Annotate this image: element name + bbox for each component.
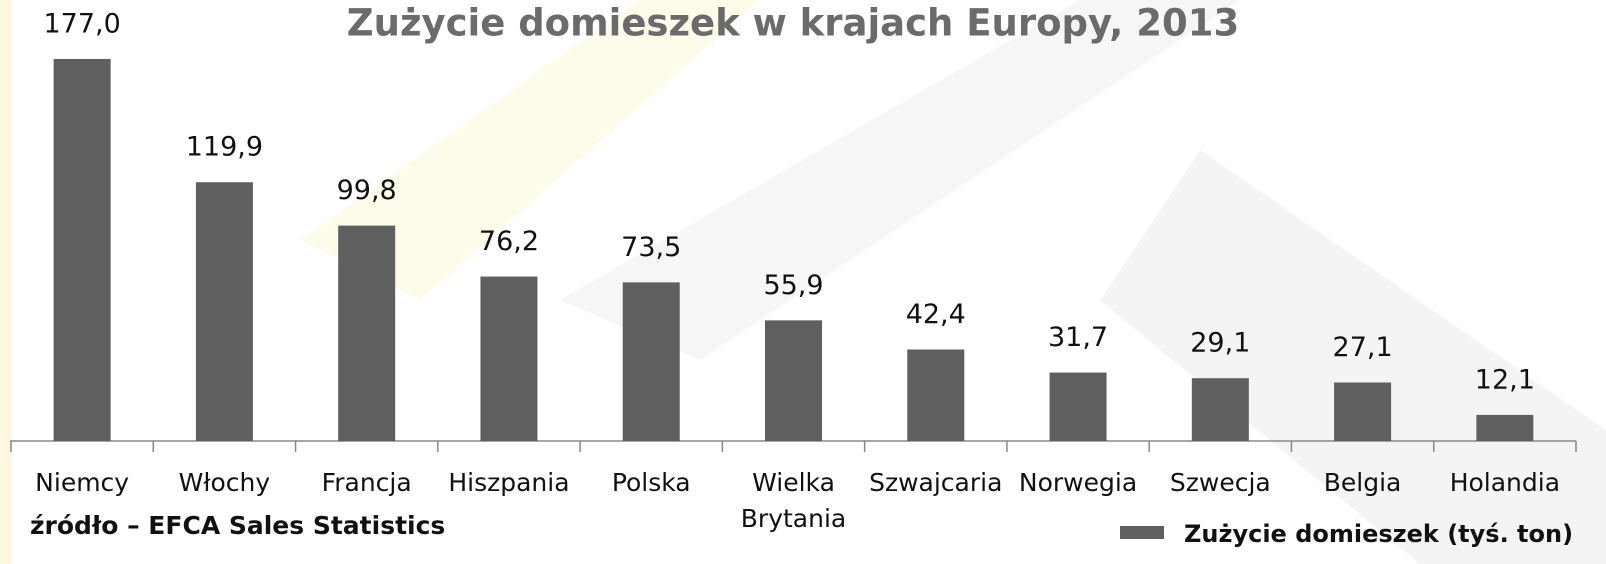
legend-label: Zużycie domieszek (tyś. ton) <box>1184 520 1573 548</box>
data-label: 31,7 <box>1048 322 1108 353</box>
data-label: 177,0 <box>43 9 120 40</box>
x-tick-label: Belgia <box>1324 468 1402 497</box>
data-label: 27,1 <box>1333 332 1393 363</box>
data-label: 76,2 <box>479 226 539 257</box>
bar <box>338 225 396 441</box>
source-note: źródło – EFCA Sales Statistics <box>30 511 445 540</box>
bar <box>1334 382 1392 441</box>
data-label: 119,9 <box>186 132 263 163</box>
bar <box>1191 378 1249 441</box>
x-tick-label: Szwecja <box>1170 468 1271 497</box>
bar <box>195 182 253 441</box>
bar <box>480 276 538 441</box>
legend-swatch <box>1120 526 1164 539</box>
x-tick-label: Włochy <box>179 468 271 497</box>
bar <box>1049 372 1107 441</box>
data-label: 29,1 <box>1190 328 1250 359</box>
x-tick-label: Holandia <box>1450 468 1560 497</box>
bar <box>53 59 111 441</box>
data-label: 55,9 <box>763 270 823 301</box>
x-tick-label: Norwegia <box>1019 468 1137 497</box>
data-label: 42,4 <box>906 299 966 330</box>
x-tick-label: Polska <box>612 468 691 497</box>
x-tick-label: Wielka Brytania <box>741 468 846 533</box>
bar <box>1476 414 1534 441</box>
bar <box>765 320 822 441</box>
data-label: 99,8 <box>337 175 397 206</box>
x-tick-label: Szwajcaria <box>869 468 1002 497</box>
data-label: 12,1 <box>1475 364 1535 395</box>
data-label: 73,5 <box>621 232 681 263</box>
chart-title: Zużycie domieszek w krajach Europy, 2013 <box>347 2 1239 45</box>
x-tick-label: Niemcy <box>35 468 129 497</box>
bar <box>622 282 680 441</box>
x-tick-label: Francja <box>322 468 412 497</box>
x-tick-label: Hiszpania <box>448 468 569 497</box>
bar <box>907 349 965 441</box>
